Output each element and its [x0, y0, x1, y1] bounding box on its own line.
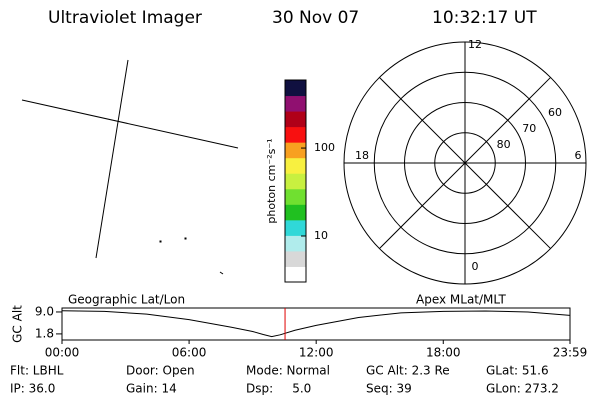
- colorbar-tick-label: 10: [314, 229, 328, 242]
- status-field: IP: 36.0: [10, 382, 55, 396]
- y-tick-label: 9.0: [35, 304, 54, 318]
- colorbar-label: photon cm⁻²s⁻¹: [265, 138, 278, 223]
- colorbar-segment: [285, 188, 306, 205]
- lat-label: 70: [522, 122, 536, 135]
- time: 10:32:17 UT: [432, 8, 537, 28]
- colorbar-frame: [284, 79, 307, 283]
- lat-label: 60: [548, 106, 562, 119]
- title: Ultraviolet Imager: [48, 8, 202, 28]
- colorbar-segment: [285, 142, 306, 159]
- status-field: Gain: 14: [126, 382, 177, 396]
- status-field: GLon: 273.2: [486, 382, 559, 396]
- mlt-label: 18: [355, 149, 369, 162]
- colorbar-segment: [285, 111, 306, 128]
- x-tick-label: 06:00: [172, 346, 207, 360]
- status-field: Mode: Normal: [246, 364, 330, 378]
- colorbar-segment: [285, 157, 306, 174]
- colorbar-segment: [285, 235, 306, 252]
- dot: [159, 240, 162, 243]
- right-label: Apex MLat/MLT: [416, 293, 506, 307]
- colorbar-segment: [285, 80, 306, 97]
- grid-line: [95, 59, 129, 259]
- colorbar-segment: [285, 204, 306, 221]
- dot: [184, 237, 187, 240]
- left-label: Geographic Lat/Lon: [68, 293, 185, 307]
- grid-line: [21, 99, 239, 149]
- y-axis-label: GC Alt: [11, 305, 25, 343]
- colorbar-segment: [285, 250, 306, 267]
- mlt-label: 6: [575, 149, 582, 162]
- geo-grid: [21, 59, 239, 275]
- lat-label: 80: [497, 138, 511, 151]
- status-field: Door: Open: [126, 364, 195, 378]
- altitude-line: [61, 310, 571, 338]
- colorbar-segment: [285, 95, 306, 112]
- x-tick-label: 12:00: [299, 346, 334, 360]
- x-tick-label: 00:00: [45, 346, 80, 360]
- date: 30 Nov 07: [272, 8, 359, 28]
- colorbar-segment: [285, 266, 306, 283]
- plot-frame: [61, 307, 571, 341]
- status-field: GC Alt: 2.3 Re: [366, 364, 450, 378]
- x-tick-label: 23:59: [553, 346, 588, 360]
- status-field: GLat: 51.6: [486, 364, 549, 378]
- polar-spoke: [379, 77, 551, 249]
- colorbar-segment: [285, 173, 306, 190]
- status-field: Dsp: 5.0: [246, 382, 311, 396]
- y-tick-label: 1.8: [35, 326, 54, 340]
- x-tick-label: 18:00: [426, 346, 461, 360]
- mlt-label: 0: [472, 260, 479, 273]
- mlt-label: 12: [468, 38, 482, 51]
- dot: [219, 271, 224, 275]
- colorbar-segment: [285, 126, 306, 143]
- status-field: Seq: 39: [366, 382, 412, 396]
- colorbar-tick-label: 100: [314, 141, 335, 154]
- status-field: Flt: LBHL: [10, 364, 64, 378]
- colorbar-segment: [285, 219, 306, 236]
